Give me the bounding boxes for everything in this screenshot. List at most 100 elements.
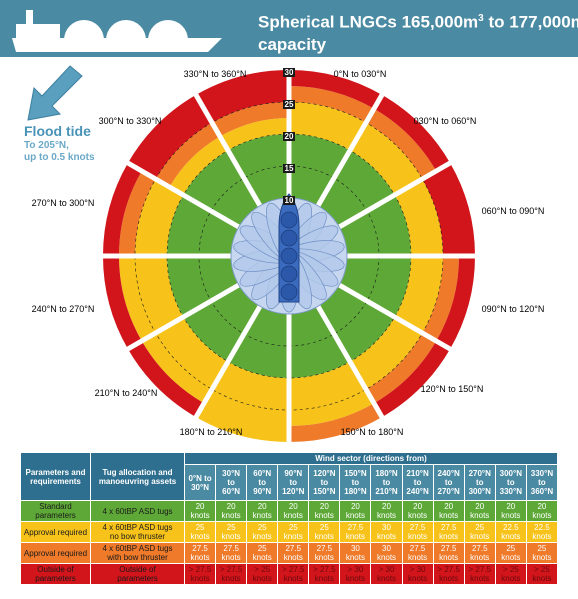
sector-band <box>318 285 395 362</box>
ring-label: 20 <box>285 132 294 141</box>
sector-band <box>196 70 289 123</box>
limit-cell: 20 knots <box>525 500 559 522</box>
sector-band <box>103 256 142 349</box>
wind-rose: 30 25 20 15 10 0°N to 030°N 030°N to 060°N 060… <box>32 68 545 444</box>
limit-cell: 25 knots <box>463 521 496 543</box>
tug-cell: 4 x 60tBP ASD tugs with bow thruster <box>90 542 185 564</box>
table-row: Approval required 4 x 60tBP ASD tugs no bo… <box>20 521 559 543</box>
sector-divider <box>315 304 386 421</box>
sector-divider <box>192 304 263 421</box>
sector-band <box>212 102 289 137</box>
limit-cell: 27.5 knots <box>308 542 341 564</box>
sector-band <box>339 256 411 317</box>
sector-band <box>141 317 228 404</box>
sector-column-header: 60°N to 90°N <box>246 464 279 501</box>
limit-cell: 27.5 knots <box>463 542 496 564</box>
sector-label: 090°N to 120°N <box>482 304 545 314</box>
ring-label-bg <box>283 68 295 77</box>
sector-column-header: 120°N to 150°N <box>308 464 341 501</box>
limit-cell: 20 knots <box>277 500 310 522</box>
title-banner: Spherical LNGCs 165,000m3 to 177,000m3 c… <box>0 0 578 57</box>
sector-band <box>167 256 239 317</box>
sector-divider <box>315 91 386 208</box>
sector-label: 330°N to 360°N <box>184 69 247 79</box>
ring-label-bg <box>283 196 295 205</box>
ring-label-bg <box>283 100 295 109</box>
sector-band <box>167 195 239 256</box>
sector-band <box>183 285 260 362</box>
sector-band <box>350 317 423 390</box>
ring-label-bg <box>283 164 295 173</box>
sector-column-header: 180°N to 210°N <box>370 464 403 501</box>
limit-cell: 27.5 knots <box>401 542 434 564</box>
sector-band <box>374 341 451 418</box>
table-row: Standard parameters 4 x 60tBP ASD tugs 20 kn… <box>20 500 559 522</box>
limit-cell: > 30 knots <box>401 563 434 585</box>
limit-cell: 25 knots <box>494 542 527 564</box>
vessel-swing-circle <box>230 193 348 315</box>
sector-band <box>366 333 437 404</box>
tug-cell: 4 x 60tBP ASD tugs <box>90 500 185 522</box>
sector-label: 120°N to 150°N <box>421 384 484 394</box>
limit-cell: > 27.5 knots <box>463 563 496 585</box>
sector-band <box>350 122 423 195</box>
limit-cell: 27.5 knots <box>432 521 465 543</box>
param-cell: Standard parameters <box>20 500 91 522</box>
sector-label: 210°N to 240°N <box>95 388 158 398</box>
limit-cell: 27.5 knots <box>401 521 434 543</box>
limit-cell: 25 knots <box>246 521 279 543</box>
limit-cell: > 27.5 knots <box>277 563 310 585</box>
sector-band <box>127 94 212 179</box>
limit-cell: 25 knots <box>525 542 559 564</box>
wind-sector-header: Wind sector (directions from) <box>184 452 558 465</box>
limit-cell: 20 knots <box>494 500 527 522</box>
sector-band <box>394 179 443 256</box>
sector-band <box>228 306 289 378</box>
sector-band <box>374 94 451 171</box>
flood-tide-label: Flood tide <box>24 123 91 139</box>
limit-cell: 27.5 knots <box>183 542 217 564</box>
limit-cell: 30 knots <box>370 542 403 564</box>
sector-label: 150°N to 180°N <box>341 427 404 437</box>
sector-band <box>394 256 443 333</box>
sector-band <box>289 102 366 151</box>
limit-cell: 30 knots <box>339 542 372 564</box>
limit-cell: > 30 knots <box>370 563 403 585</box>
ring-label: 10 <box>285 196 294 205</box>
lng-tank <box>280 283 298 301</box>
page-title: Spherical LNGCs 165,000m3 to 177,000m3 c… <box>258 12 578 54</box>
limit-cell: 22.5 knots <box>494 521 527 543</box>
ring-label: 15 <box>285 164 294 173</box>
limit-cell: 20 knots <box>339 500 372 522</box>
sector-band <box>289 70 382 109</box>
sector-label: 240°N to 270°N <box>32 304 95 314</box>
sector-band <box>366 108 437 179</box>
sector-divider <box>124 159 241 230</box>
sector-band <box>289 403 382 442</box>
param-cell: Approval required <box>20 542 91 564</box>
sector-column-header: 330°N to 360°N <box>525 464 559 501</box>
sector-divider <box>337 282 454 353</box>
sector-column-header: 0°N to 30°N <box>183 464 217 501</box>
ring-labels: 30 25 20 15 10 <box>283 68 295 205</box>
sector-column-header: 210°N to 240°N <box>401 464 434 501</box>
sector-label: 180°N to 210°N <box>180 427 243 437</box>
flood-tide-detail: To 205°N, up to 0.5 knots <box>24 140 95 163</box>
sector-band <box>318 150 395 227</box>
tug-column-header: Tug allocation and manoeuvring assets <box>90 452 185 501</box>
sector-column-header: 150°N to 180°N <box>339 464 372 501</box>
lng-tank <box>280 211 298 229</box>
sector-band <box>103 163 142 256</box>
param-column-header: Parameters and requirements <box>20 452 91 501</box>
sector-column-header: 30°N to 60°N <box>215 464 248 501</box>
limit-cell: 27.5 knots <box>432 542 465 564</box>
sector-band <box>289 306 350 378</box>
lng-tank <box>280 247 298 265</box>
limit-cell: 20 knots <box>308 500 341 522</box>
table-row: Outside of parameters Outside of parameters… <box>20 563 559 585</box>
sector-divider <box>337 159 454 230</box>
limit-cell: 27.5 knots <box>215 542 248 564</box>
sector-band <box>339 195 411 256</box>
lng-tank <box>280 229 298 247</box>
limit-cell: 25 knots <box>183 521 217 543</box>
